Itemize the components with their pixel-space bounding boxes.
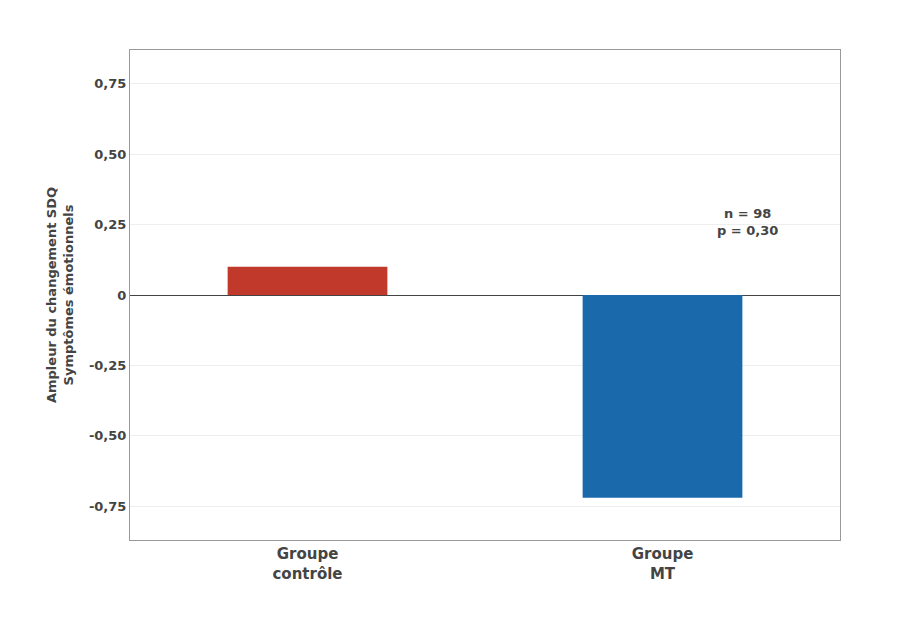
svg-text:-0,75: -0,75: [89, 499, 126, 514]
svg-text:0,50: 0,50: [94, 147, 126, 162]
svg-text:Ampleur du changement SDQSympt: Ampleur du changement SDQSymptômes émoti…: [44, 187, 76, 403]
svg-text:Groupecontrôle: Groupecontrôle: [272, 545, 342, 583]
svg-text:0: 0: [117, 288, 126, 303]
svg-text:-0,25: -0,25: [89, 358, 126, 373]
svg-text:0,25: 0,25: [94, 217, 126, 232]
svg-text:GroupeMT: GroupeMT: [632, 545, 694, 583]
svg-text:-0,50: -0,50: [89, 428, 126, 443]
svg-text:n = 98p = 0,30: n = 98p = 0,30: [717, 206, 778, 238]
svg-text:0,75: 0,75: [94, 76, 126, 91]
